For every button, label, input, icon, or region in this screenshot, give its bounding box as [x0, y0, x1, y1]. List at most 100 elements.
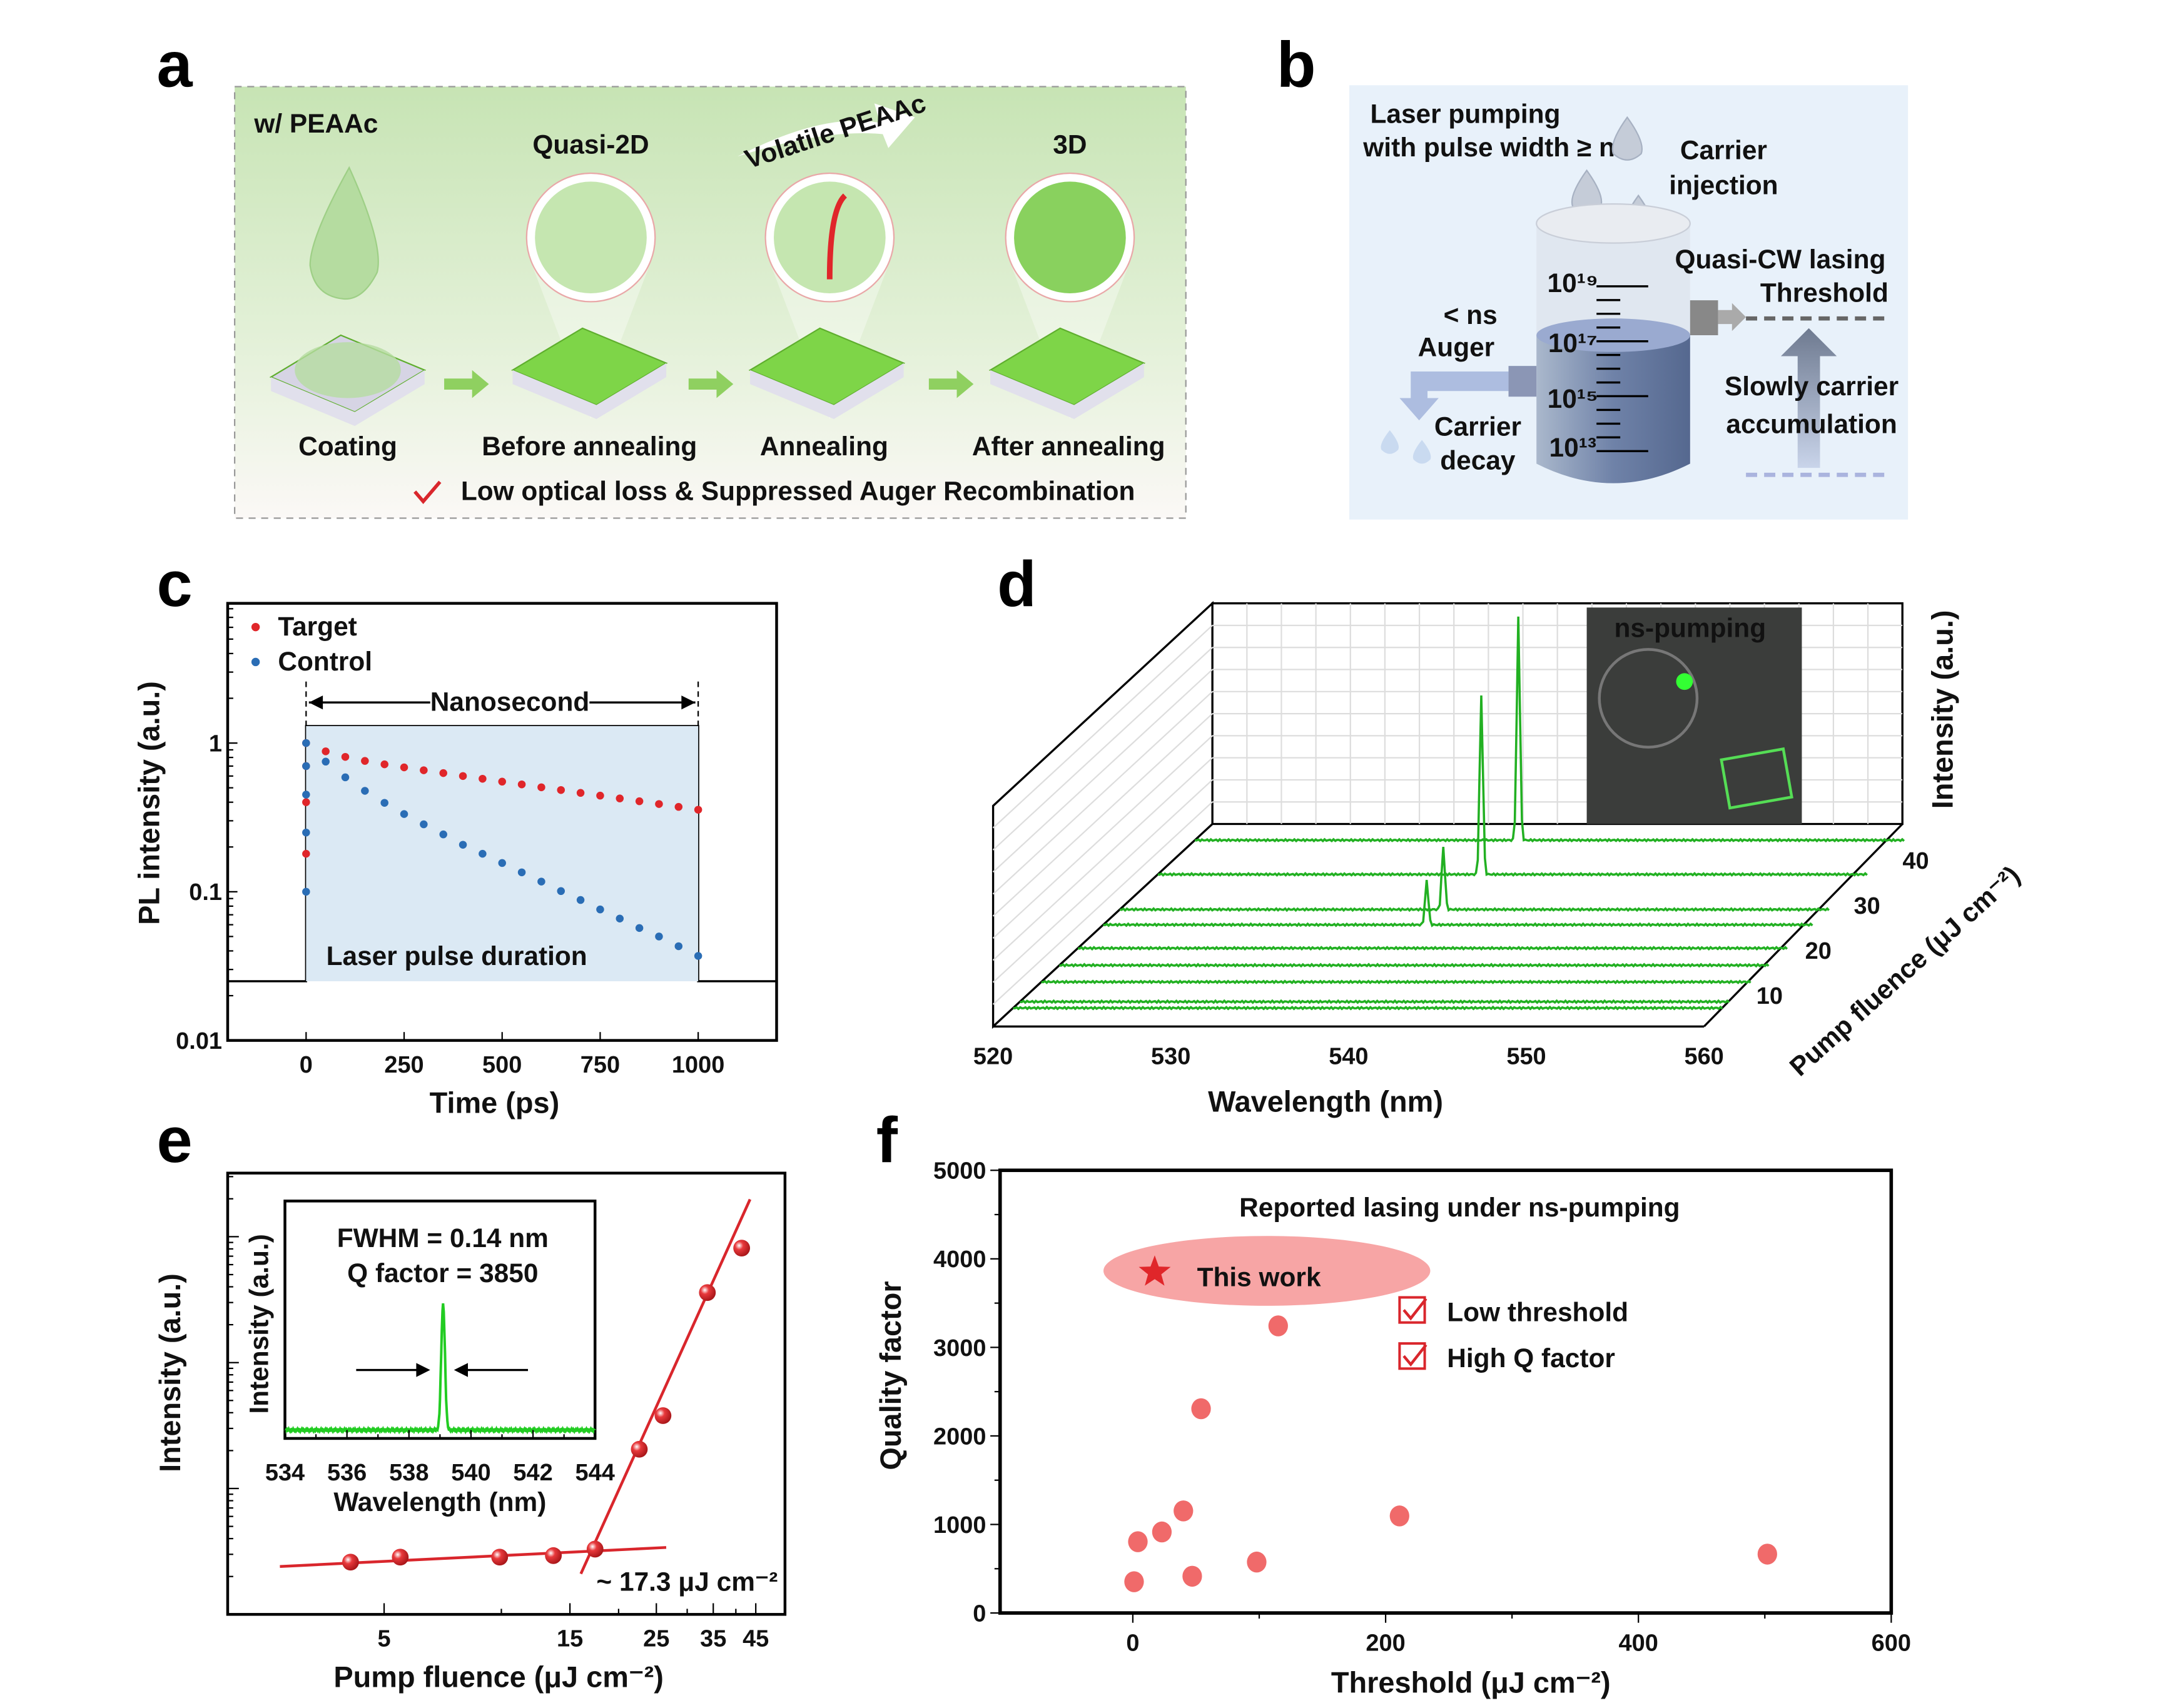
data-point-target [576, 789, 585, 797]
carrier-injection-label: injection [1669, 170, 1778, 200]
check-icon [413, 480, 442, 504]
this-work-star-icon [1138, 1255, 1171, 1286]
step-arrow-icon [928, 370, 974, 398]
y-tick-label: 0.1 [189, 879, 222, 906]
step-label: After annealing [972, 432, 1165, 461]
data-point-control [459, 841, 467, 849]
x-tick-label: 1000 [672, 1052, 724, 1078]
cylinder-top [1536, 203, 1691, 244]
panel-letter: c [157, 548, 193, 620]
carrier-decay-label: decay [1440, 445, 1516, 475]
x-axis-label: Time (ps) [430, 1087, 560, 1119]
data-point-target [420, 766, 428, 774]
data-point-target [341, 752, 350, 761]
data-point-control [302, 762, 310, 771]
x-tick-label: 200 [1366, 1630, 1405, 1656]
data-point-control [302, 828, 310, 837]
accumulation-label: Slowly carrier [1725, 371, 1899, 401]
step-arrow-icon [688, 370, 734, 398]
data-point-control [655, 932, 663, 941]
data-point-target [596, 791, 604, 800]
data-point [1124, 1571, 1144, 1592]
quasi2d-label: Quasi-2D [532, 130, 649, 159]
x-tick-label: 530 [1151, 1044, 1190, 1070]
volatile-arrow [737, 103, 915, 157]
this-work-label: This work [1197, 1263, 1321, 1292]
data-point-target [498, 777, 506, 786]
data-point [733, 1240, 751, 1257]
data-point-target [674, 802, 683, 811]
data-point-target [557, 786, 565, 794]
inset-x-axis-label: Wavelength (nm) [333, 1487, 546, 1517]
feature-check-label: Low threshold [1447, 1297, 1628, 1326]
density-scale-label: 10¹⁹ [1548, 268, 1598, 298]
checkbox-icon [1398, 1296, 1426, 1324]
inset-label: ns-pumping [1615, 613, 1767, 642]
data-point-control [616, 914, 624, 922]
y-tick-label: 0 [973, 1600, 986, 1627]
data-point-target [479, 774, 487, 783]
data-point-control [596, 905, 604, 914]
data-point-control [674, 942, 683, 951]
fit-line [579, 1198, 752, 1575]
data-point [1757, 1544, 1777, 1565]
step-label: Annealing [760, 432, 888, 461]
grid-line [992, 669, 1213, 873]
y-tick-label: 4000 [933, 1246, 986, 1273]
checkbox-icon [1398, 1342, 1426, 1370]
threshold-label: Threshold [1760, 278, 1889, 307]
substrate-side [990, 363, 1144, 419]
grid-line [992, 625, 1213, 829]
x-axis-label: Threshold (μJ cm⁻²) [1331, 1666, 1611, 1699]
data-point [586, 1540, 604, 1558]
spectrum-trace [1194, 616, 1905, 843]
panel-letters: a b c d e f [157, 29, 1316, 1176]
data-point-control [380, 799, 388, 807]
panel-letter: a [157, 29, 193, 101]
data-point [342, 1554, 359, 1571]
inset-x-tick-label: 544 [575, 1460, 615, 1486]
spectrum-trace [1077, 946, 1788, 951]
data-point-target [361, 757, 369, 765]
laser-pumping-title: Laser pumping [1370, 99, 1560, 129]
inset-x-tick-label: 538 [389, 1460, 428, 1486]
data-point-control [517, 868, 526, 877]
x-tick-label: 500 [482, 1052, 522, 1078]
x-axis-label: Wavelength (nm) [1208, 1085, 1443, 1118]
data-point [1128, 1531, 1148, 1552]
chart-title: Reported lasing under ns-pumping [1239, 1193, 1680, 1222]
precursor-droplet [309, 166, 379, 300]
data-point [631, 1440, 648, 1458]
grid-line [992, 690, 1213, 895]
data-point-control [479, 849, 487, 858]
density-scale-label: 10¹⁷ [1548, 328, 1598, 358]
x-tick-label: 550 [1506, 1044, 1546, 1070]
panel-c-chart: Nanosecond Laser pulse duration 0 250 500 750… [133, 602, 778, 1119]
data-point-target [302, 849, 310, 858]
x-tick-label: 560 [1684, 1044, 1723, 1070]
feature-check-label: High Q factor [1447, 1343, 1615, 1373]
this-work-highlight [1103, 1236, 1431, 1306]
data-point-control [302, 791, 310, 799]
spectrum-trace [1119, 846, 1830, 912]
data-point-control [400, 810, 408, 818]
x-tick-label: 250 [384, 1052, 423, 1078]
data-point-control [694, 952, 702, 960]
laser-spot [1676, 673, 1693, 690]
panel-letter: e [157, 1104, 193, 1176]
data-point [1247, 1551, 1267, 1573]
inset-y-axis-label: Intensity (a.u.) [245, 1234, 274, 1413]
y-tick-label: 1 [209, 730, 222, 757]
inset-spectrum [283, 1303, 596, 1435]
panel-letter: d [997, 548, 1037, 620]
outlet-arrow-icon [1718, 303, 1747, 331]
carrier-decay-label: Carrier [1434, 412, 1521, 442]
data-point [392, 1549, 409, 1566]
y-axis-label: PL intensity (a.u.) [133, 681, 166, 925]
data-point-control [576, 896, 585, 904]
x-tick-label: 540 [1329, 1044, 1368, 1070]
legend-label: Control [278, 647, 372, 676]
data-point-control [498, 859, 506, 867]
data-point-target [459, 772, 467, 781]
decay-droplet-icon [1381, 430, 1399, 454]
